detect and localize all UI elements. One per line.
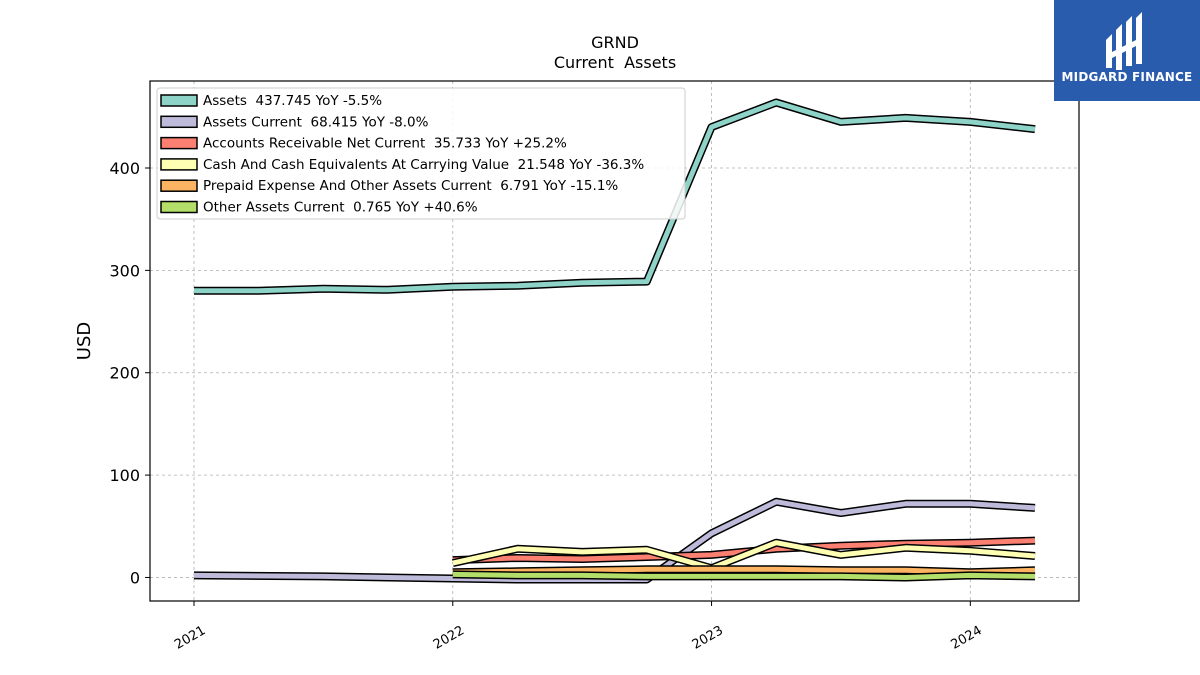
- legend-swatch: [160, 158, 198, 171]
- y-tick-label: 400: [109, 159, 140, 178]
- legend-label: Assets 437.745 YoY -5.5%: [203, 93, 382, 109]
- series-line-assets: [194, 100, 1036, 294]
- brand-mark-icon: [1106, 12, 1142, 70]
- y-axis-label: USD: [74, 322, 95, 360]
- legend-label: Prepaid Expense And Other Assets Current…: [203, 178, 618, 194]
- x-tick-label: 2023: [690, 623, 726, 653]
- y-tick-label: 200: [109, 364, 140, 383]
- brand-logo: MIDGARD FINANCE: [1054, 0, 1200, 101]
- y-tick-label: 0: [130, 568, 140, 587]
- series-line-prepaid-expense-and-other-assets-current: [452, 566, 1036, 575]
- legend-label: Assets Current 68.415 YoY -8.0%: [203, 114, 429, 130]
- y-tick-label: 100: [109, 466, 140, 485]
- plot-frame: [149, 80, 1080, 602]
- legend-box: [156, 87, 686, 220]
- legend-swatch: [160, 115, 198, 129]
- x-tick-label: 2024: [948, 623, 984, 653]
- legend-label: Accounts Receivable Net Current 35.733 Y…: [203, 136, 567, 152]
- legend-swatch: [160, 136, 198, 150]
- series-group: [193, 98, 1036, 584]
- legend-label: Cash And Cash Equivalents At Carrying Va…: [203, 157, 644, 173]
- series-line-cash-and-cash-equivalents-at-carrying-value: [452, 540, 1036, 571]
- legend-swatch: [160, 179, 198, 192]
- legend-swatch: [160, 94, 198, 107]
- chart-title: GRND: [591, 33, 639, 52]
- x-tick-label: 2022: [431, 623, 467, 653]
- legend: Assets 437.745 YoY -5.5% Assets Current 6…: [156, 87, 686, 220]
- legend-swatch: [160, 200, 198, 214]
- x-tick-label: 2021: [172, 623, 208, 653]
- legend-label: Other Assets Current 0.765 YoY +40.6%: [203, 200, 478, 216]
- chart-subtitle: Current Assets: [554, 53, 676, 72]
- series-line-other-assets-current: [452, 571, 1036, 580]
- y-tick-label: 300: [109, 261, 140, 280]
- brand-name: MIDGARD FINANCE: [1061, 70, 1193, 84]
